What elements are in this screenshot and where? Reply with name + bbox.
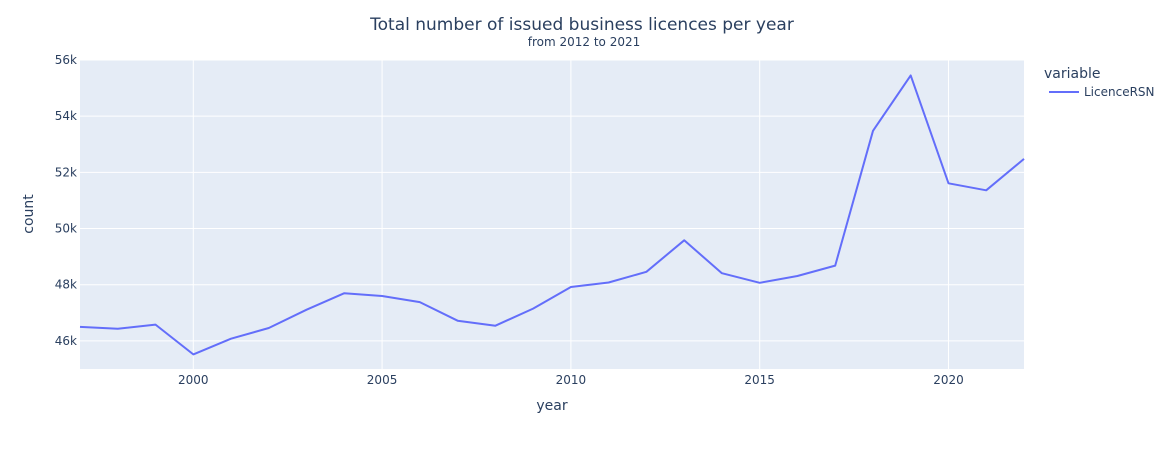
x-tick-label: 2015: [744, 373, 775, 387]
y-tick-label: 46k: [55, 334, 77, 348]
y-tick-label: 56k: [55, 53, 77, 67]
chart-subtitle: from 2012 to 2021: [528, 35, 641, 49]
y-tick-label: 52k: [55, 165, 77, 179]
y-axis-label: count: [21, 194, 37, 234]
x-tick-label: 2010: [556, 373, 587, 387]
x-tick-label: 2020: [933, 373, 964, 387]
x-axis-ticks: 2000 2005 2010 2015 2020: [178, 373, 964, 387]
y-tick-label: 50k: [55, 222, 77, 236]
chart-title: Total number of issued business licences…: [369, 15, 794, 35]
x-axis-label: year: [536, 398, 567, 414]
series-layer: [79, 74, 1025, 356]
y-axis-ticks: 46k 48k 50k 52k 54k 56k: [55, 53, 77, 348]
y-gridlines: [80, 59, 1024, 342]
legend[interactable]: variable LicenceRSN: [1044, 66, 1155, 99]
legend-title: variable: [1044, 66, 1100, 82]
x-gridlines: [192, 60, 949, 369]
plot-area: [80, 60, 1024, 369]
x-tick-label: 2005: [367, 373, 398, 387]
y-tick-label: 54k: [55, 109, 77, 123]
legend-item-label[interactable]: LicenceRSN: [1084, 85, 1155, 99]
legend-items: LicenceRSN: [1049, 85, 1155, 99]
y-tick-label: 48k: [55, 278, 77, 292]
series-line-LicenceRSN[interactable]: [79, 74, 1025, 356]
x-tick-label: 2000: [178, 373, 209, 387]
